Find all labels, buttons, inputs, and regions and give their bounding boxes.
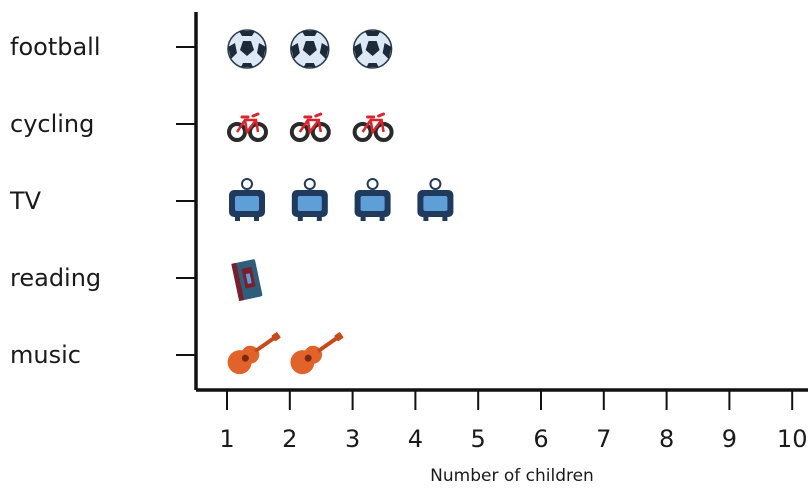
bicycle-icon [289,112,331,142]
television-icon [353,178,392,222]
pictogram-icons [222,29,455,379]
x-tick-label: 7 [596,425,611,453]
x-axis-title: Number of children [430,466,594,486]
book-icon [231,258,263,302]
category-label-music: music [10,341,81,369]
television-icon [290,178,329,222]
category-label-reading: reading [10,264,101,292]
television-icon [228,178,266,222]
category-label-football: football [10,33,101,61]
x-tick-label: 8 [659,425,674,453]
x-tick-label: 6 [533,425,548,453]
x-axis-ticks: 1 2 3 4 5 6 7 8 9 10 [219,390,807,453]
category-label-cycling: cycling [10,110,94,138]
category-labels: football cycling TV reading music [9,33,101,369]
x-tick-label: 4 [408,425,423,453]
y-axis-ticks [176,46,196,356]
category-label-tv: TV [9,187,42,215]
guitar-icon [222,324,286,379]
football-icon [352,29,393,69]
x-tick-label: 5 [471,425,486,453]
x-tick-label: 10 [777,425,808,453]
x-tick-label: 9 [722,425,737,453]
television-icon [416,178,455,222]
x-tick-label: 1 [219,425,234,453]
football-icon [227,29,267,69]
bicycle-icon [227,112,268,142]
x-tick-label: 2 [282,425,297,453]
football-icon [290,29,330,69]
guitar-icon [285,324,349,379]
bicycle-icon [352,112,394,142]
x-tick-label: 3 [345,425,360,453]
